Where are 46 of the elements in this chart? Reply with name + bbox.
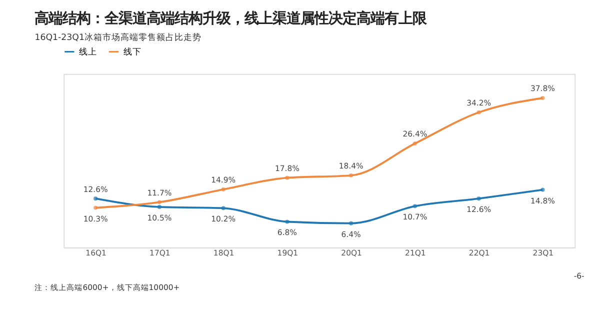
x-tick-label: 18Q1 xyxy=(213,248,234,258)
text: 注：线上高端6000+，线下高端10000+ xyxy=(34,282,180,292)
point xyxy=(94,196,98,201)
point xyxy=(476,196,481,201)
legend-label: 线下 xyxy=(123,46,142,58)
x-tick-label: 20Q1 xyxy=(341,248,362,258)
x-tick-label: 23Q1 xyxy=(532,248,554,258)
point xyxy=(412,141,417,146)
data-label: 11.7% xyxy=(147,188,172,198)
data-label: 12.6% xyxy=(466,205,492,214)
point xyxy=(221,187,226,192)
point xyxy=(94,206,98,210)
text: -6- xyxy=(574,271,584,280)
point xyxy=(157,200,162,204)
data-label: 14.8% xyxy=(530,196,555,206)
point xyxy=(540,96,545,100)
data-label: 6.4% xyxy=(341,230,361,239)
point xyxy=(221,206,226,210)
chart-title: 高端结构：全渠道高端结构升级，线上渠道属性决定高端有上限 xyxy=(34,10,428,27)
data-label: 34.2% xyxy=(466,98,492,108)
point xyxy=(540,188,545,192)
x-tick-label: 21Q1 xyxy=(405,248,426,258)
point xyxy=(349,173,354,178)
data-label: 12.6% xyxy=(83,184,108,194)
data-label: 10.7% xyxy=(402,212,428,222)
data-label: 18.4% xyxy=(338,162,364,171)
x-tick-label: 19Q1 xyxy=(277,248,298,258)
point xyxy=(285,176,290,180)
data-label: 10.2% xyxy=(211,214,236,224)
chart-subtitle: 16Q1-23Q1冰箱市场高端零售额占比走势 xyxy=(34,32,202,44)
data-label: 6.8% xyxy=(277,228,297,238)
x-tick-label: 17Q1 xyxy=(150,248,170,258)
data-label: 37.8% xyxy=(530,84,555,94)
data-label: 10.3% xyxy=(83,214,108,224)
x-tick-label: 22Q1 xyxy=(468,248,490,258)
point xyxy=(476,110,481,114)
data-label: 17.8% xyxy=(274,164,300,174)
x-tick-label: 16Q1 xyxy=(86,248,107,258)
point xyxy=(349,221,354,226)
point xyxy=(412,204,417,208)
point xyxy=(157,204,162,210)
data-label: 26.4% xyxy=(402,130,428,139)
legend-label: 线上 xyxy=(79,46,98,58)
data-label: 10.5% xyxy=(147,213,172,222)
data-label: 14.9% xyxy=(211,176,236,185)
point xyxy=(285,220,290,224)
